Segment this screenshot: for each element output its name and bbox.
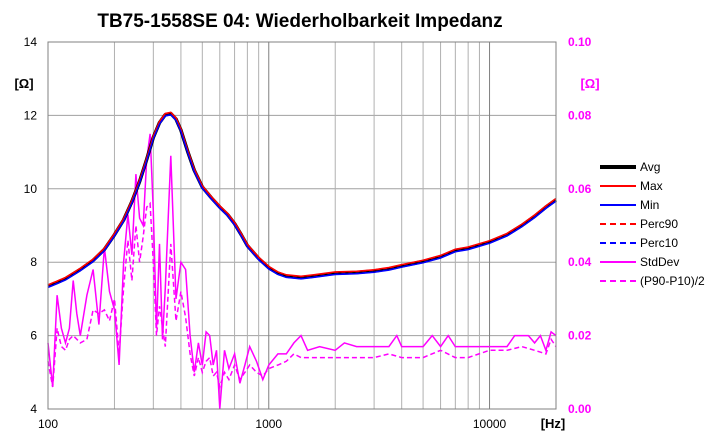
y-left-tick-label: 12 xyxy=(24,108,38,122)
legend-label: (P90-P10)/2 xyxy=(640,274,705,288)
series-max xyxy=(47,111,557,286)
y-left-tick-label: 10 xyxy=(24,182,38,196)
legend-label: StdDev xyxy=(640,255,679,269)
y-right-tick-label: 0.00 xyxy=(568,402,592,416)
y-left-tick-label: 8 xyxy=(30,255,37,269)
x-tick-label: 100 xyxy=(38,417,58,431)
x-tick-label: 10000 xyxy=(473,417,507,431)
series-stddev xyxy=(47,133,557,410)
legend: Avg Max Min Perc90 Perc10 StdDev (P90-P10)/2 xyxy=(600,160,705,288)
y-right-tick-label: 0.06 xyxy=(568,182,592,196)
y-left-tick-label: 6 xyxy=(30,329,37,343)
y-left-tick-label: 14 xyxy=(24,35,38,49)
series-layer xyxy=(47,111,558,410)
series-min xyxy=(47,114,557,289)
series-p90-p10-half xyxy=(47,201,557,390)
y-right-tick-label: 0.08 xyxy=(568,108,592,122)
chart-title: TB75-1558SE 04: Wiederholbarkeit Impedan… xyxy=(97,11,502,32)
y-right-tick-label: 0.10 xyxy=(568,35,592,49)
x-axis-unit: [Hz] xyxy=(541,416,566,431)
y-right-tick-label: 0.04 xyxy=(568,255,592,269)
y-left-tick-label: 4 xyxy=(30,402,37,416)
legend-label: Avg xyxy=(640,160,660,174)
grid xyxy=(48,42,556,409)
y-right-tick-label: 0.02 xyxy=(568,329,592,343)
legend-label: Min xyxy=(640,198,659,212)
legend-label: Perc10 xyxy=(640,236,678,250)
tick-labels: 4 6 8 10 12 14 0.00 0.02 0.04 0.06 0.08 0.10 100 1000… xyxy=(14,35,599,431)
x-tick-label: 1000 xyxy=(255,417,282,431)
y-right-unit: [Ω] xyxy=(580,76,599,91)
y-left-unit: [Ω] xyxy=(14,76,33,91)
legend-label: Perc90 xyxy=(640,217,678,231)
plot-frame xyxy=(47,41,557,410)
legend-label: Max xyxy=(640,179,663,193)
